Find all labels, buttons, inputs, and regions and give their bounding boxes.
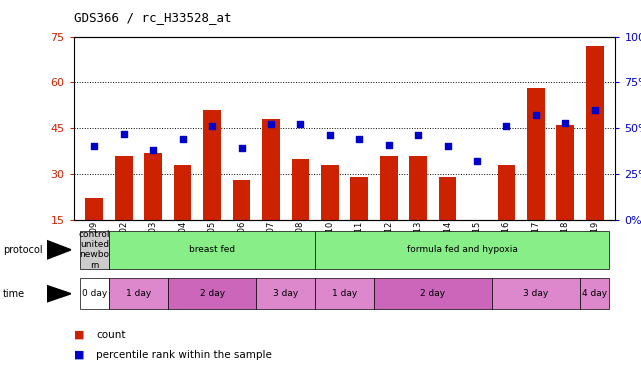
Point <box>89 143 99 149</box>
Point <box>472 158 482 164</box>
Bar <box>262 119 279 265</box>
Bar <box>374 278 492 309</box>
Bar <box>315 278 374 309</box>
Point <box>237 145 247 151</box>
Point <box>119 131 129 137</box>
Point <box>325 132 335 138</box>
Point <box>531 112 541 118</box>
Text: 2 day: 2 day <box>199 289 224 298</box>
Bar <box>380 156 397 265</box>
Bar <box>256 278 315 309</box>
Bar <box>410 156 427 265</box>
Text: breast fed: breast fed <box>189 245 235 254</box>
Point <box>207 123 217 129</box>
Bar <box>497 165 515 265</box>
Text: ■: ■ <box>74 350 84 360</box>
Bar <box>79 278 109 309</box>
Text: GDS366 / rc_H33528_at: GDS366 / rc_H33528_at <box>74 11 231 24</box>
Point <box>148 147 158 153</box>
Bar <box>556 125 574 265</box>
Bar <box>351 177 368 265</box>
Point <box>501 123 512 129</box>
Point <box>590 107 600 113</box>
Point <box>178 136 188 142</box>
Bar <box>109 278 168 309</box>
Point <box>442 143 453 149</box>
Text: 2 day: 2 day <box>420 289 445 298</box>
Bar <box>527 89 545 265</box>
Bar <box>292 158 309 265</box>
Point <box>266 122 276 127</box>
Bar <box>109 231 315 269</box>
Bar <box>203 110 221 265</box>
Polygon shape <box>47 285 71 302</box>
Bar <box>321 165 338 265</box>
Bar <box>315 231 610 269</box>
Point <box>560 120 570 126</box>
Point <box>383 142 394 147</box>
Text: 4 day: 4 day <box>582 289 607 298</box>
Text: 1 day: 1 day <box>332 289 357 298</box>
Bar <box>79 231 109 269</box>
Text: 0 day: 0 day <box>81 289 107 298</box>
Bar <box>115 156 133 265</box>
Text: 3 day: 3 day <box>273 289 298 298</box>
Text: formula fed and hypoxia: formula fed and hypoxia <box>407 245 518 254</box>
Point <box>354 136 364 142</box>
Text: ■: ■ <box>74 330 84 340</box>
Point <box>413 132 423 138</box>
Text: percentile rank within the sample: percentile rank within the sample <box>96 350 272 360</box>
Point <box>296 122 306 127</box>
Bar <box>492 278 580 309</box>
Bar <box>174 165 192 265</box>
Text: count: count <box>96 330 126 340</box>
Bar <box>438 177 456 265</box>
Text: protocol: protocol <box>3 245 43 255</box>
Text: time: time <box>3 289 26 299</box>
Bar <box>586 46 604 265</box>
Bar <box>168 278 256 309</box>
Text: 1 day: 1 day <box>126 289 151 298</box>
Polygon shape <box>47 240 71 259</box>
Text: control
united
newbo
rn: control united newbo rn <box>79 230 110 270</box>
Bar <box>233 180 251 265</box>
Text: 3 day: 3 day <box>523 289 549 298</box>
Bar <box>468 220 486 265</box>
Bar <box>85 198 103 265</box>
Bar <box>144 153 162 265</box>
Bar <box>580 278 610 309</box>
